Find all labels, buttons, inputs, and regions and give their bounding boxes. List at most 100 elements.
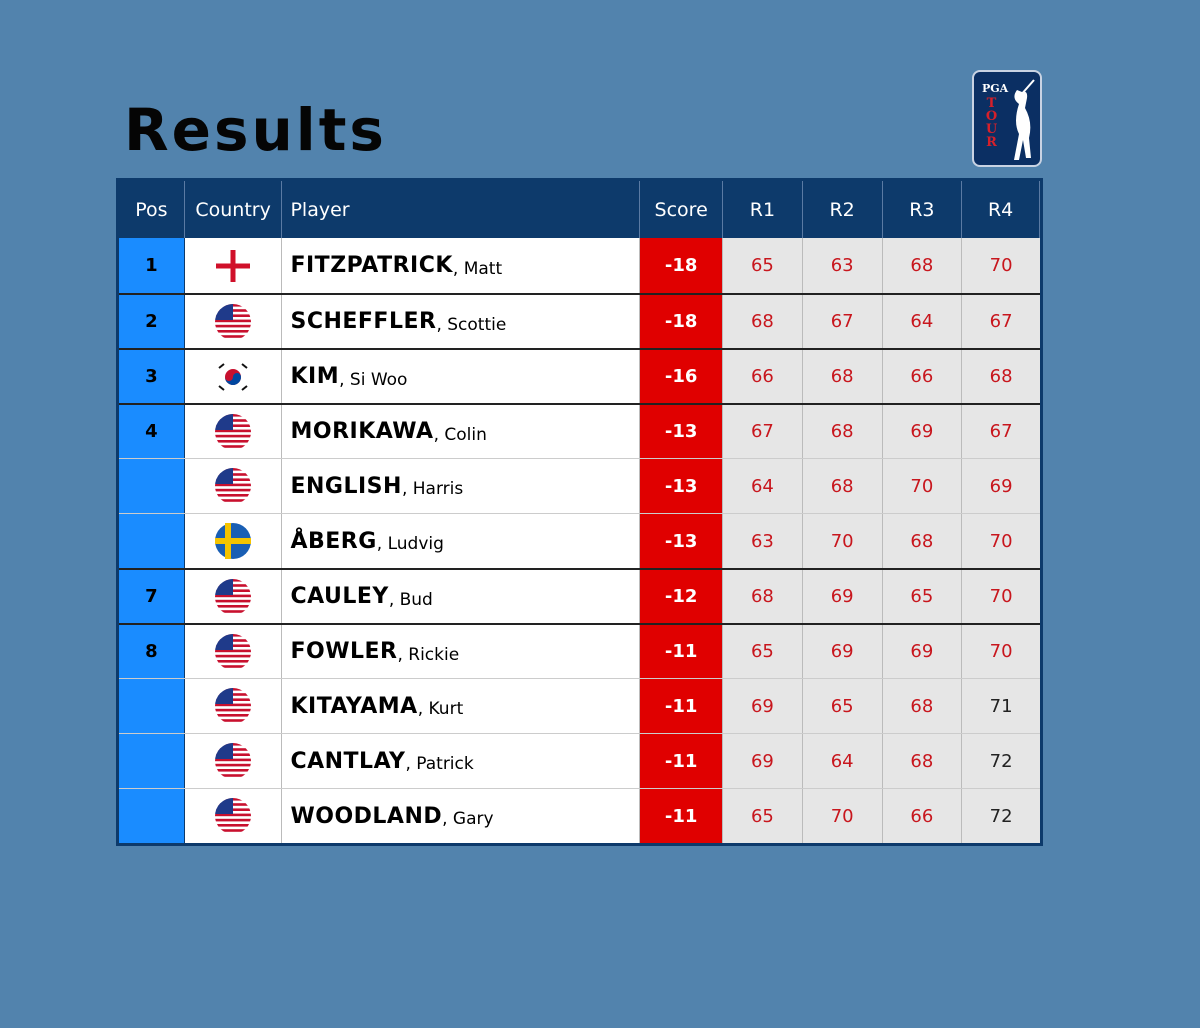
round-cell: 71 [962, 679, 1040, 733]
country-cell [185, 295, 283, 348]
flag [215, 413, 252, 450]
player-cell: MORIKAWA, Colin [282, 405, 641, 458]
player-cell: CANTLAY, Patrick [282, 734, 641, 788]
column-header: Player [282, 181, 641, 238]
column-header: R4 [962, 181, 1040, 238]
round-cell: 68 [802, 459, 883, 513]
country-cell [185, 625, 283, 678]
round-cell: 70 [962, 625, 1040, 678]
country-cell [185, 734, 283, 788]
round-cell: 68 [723, 570, 803, 623]
flag [218, 362, 248, 391]
position-cell: 4 [119, 405, 185, 458]
round-cell: 70 [802, 789, 883, 843]
score-cell: -18 [640, 295, 724, 348]
position-cell: 8 [119, 625, 185, 678]
logo-side: TOUR [984, 96, 999, 148]
score-cell: -11 [640, 625, 724, 678]
round-cell: 70 [802, 514, 883, 568]
round-cell: 69 [882, 625, 963, 678]
round-cell: 72 [962, 789, 1040, 843]
position-cell [119, 459, 185, 513]
round-cell: 63 [802, 238, 883, 293]
round-cell: 64 [882, 295, 963, 348]
flag [215, 578, 252, 615]
column-header: R2 [803, 181, 883, 238]
player-cell: KITAYAMA, Kurt [282, 679, 641, 733]
table-row: CANTLAY, Patrick -11 69 64 68 72 [119, 733, 1040, 788]
score-cell: -18 [640, 238, 724, 293]
flag [215, 633, 252, 670]
player-cell: KIM, Si Woo [282, 350, 641, 403]
flag [215, 523, 252, 559]
round-cell: 65 [723, 789, 803, 843]
country-cell [185, 350, 283, 403]
score-cell: -12 [640, 570, 724, 623]
flag [215, 688, 252, 724]
round-cell: 66 [882, 350, 963, 403]
round-cell: 70 [962, 570, 1040, 623]
round-cell: 65 [882, 570, 963, 623]
round-cell: 72 [962, 734, 1040, 788]
player-cell: SCHEFFLER, Scottie [282, 295, 641, 348]
round-cell: 67 [802, 295, 883, 348]
flag [215, 468, 252, 504]
country-cell [185, 238, 283, 293]
column-header: Score [640, 181, 724, 238]
country-cell [185, 679, 283, 733]
position-cell [119, 514, 185, 568]
round-cell: 69 [723, 679, 803, 733]
player-cell: FITZPATRICK, Matt [282, 238, 641, 293]
flag [216, 249, 251, 282]
country-cell [185, 514, 283, 568]
table-row: 8 FOWLER, Rickie -11 65 69 69 70 [119, 623, 1040, 678]
country-cell [185, 405, 283, 458]
round-cell: 70 [882, 459, 963, 513]
round-cell: 63 [723, 514, 803, 568]
position-cell: 2 [119, 295, 185, 348]
round-cell: 70 [962, 514, 1040, 568]
round-cell: 68 [882, 238, 963, 293]
table-row: 4 MORIKAWA, Colin -13 67 68 69 67 [119, 403, 1040, 458]
flag [215, 798, 252, 834]
logo-top: PGA [982, 82, 1009, 95]
score-cell: -16 [640, 350, 724, 403]
score-cell: -11 [640, 734, 724, 788]
round-cell: 69 [723, 734, 803, 788]
score-cell: -11 [640, 679, 724, 733]
round-cell: 68 [882, 734, 963, 788]
table-row: ENGLISH, Harris -13 64 68 70 69 [119, 458, 1040, 513]
table-row: KITAYAMA, Kurt -11 69 65 68 71 [119, 678, 1040, 733]
player-cell: ENGLISH, Harris [282, 459, 641, 513]
table-row: 3 KIM, Si Woo -16 66 68 66 68 [119, 348, 1040, 403]
position-cell: 7 [119, 570, 185, 623]
flag [215, 303, 252, 340]
round-cell: 69 [802, 625, 883, 678]
round-cell: 67 [723, 405, 803, 458]
table-row: WOODLAND, Gary -11 65 70 66 72 [119, 788, 1040, 843]
round-cell: 69 [882, 405, 963, 458]
table-row: 7 CAULEY, Bud -12 68 69 65 70 [119, 568, 1040, 623]
score-cell: -13 [640, 459, 724, 513]
score-cell: -13 [640, 405, 724, 458]
round-cell: 65 [723, 625, 803, 678]
country-cell [185, 789, 283, 843]
table-row: ÅBERG, Ludvig -13 63 70 68 70 [119, 513, 1040, 568]
column-header: Pos [119, 181, 185, 238]
round-cell: 67 [962, 295, 1040, 348]
position-cell [119, 734, 185, 788]
results-table: Pos Country Player Score R1 R2 R3 R4 1 FITZPATRIC… [116, 178, 1043, 846]
country-cell [185, 570, 283, 623]
player-cell: ÅBERG, Ludvig [282, 514, 641, 568]
logo-golfer [1014, 79, 1035, 160]
round-cell: 68 [723, 295, 803, 348]
round-cell: 68 [802, 350, 883, 403]
column-header: R1 [723, 181, 803, 238]
column-header: R3 [883, 181, 963, 238]
position-cell: 3 [119, 350, 185, 403]
position-cell: 1 [119, 238, 185, 293]
round-cell: 65 [723, 238, 803, 293]
position-cell [119, 679, 185, 733]
player-cell: WOODLAND, Gary [282, 789, 641, 843]
